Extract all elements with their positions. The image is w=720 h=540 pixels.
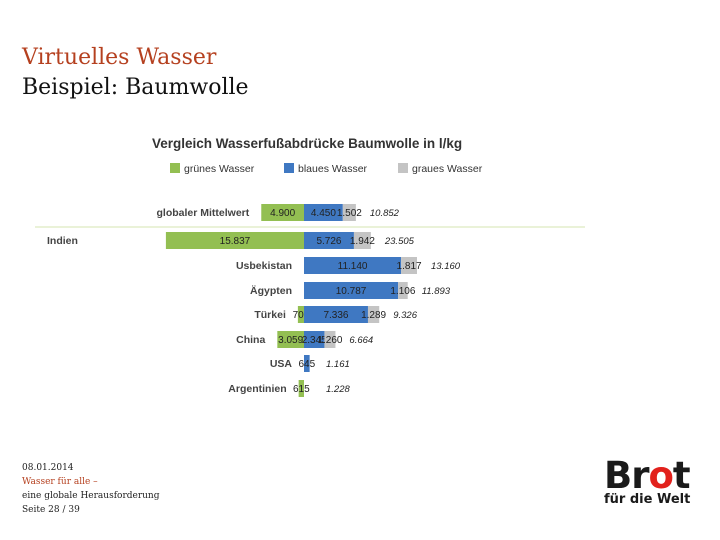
legend-swatch-3 bbox=[398, 163, 408, 173]
value-green-argentinien: 615 bbox=[293, 384, 310, 395]
bar-blue-indien bbox=[304, 232, 354, 249]
total-label-argentinien: 1.228 bbox=[326, 384, 350, 395]
value-blue-gypten: 10.787 bbox=[336, 286, 367, 297]
bar-blue-china bbox=[304, 331, 325, 348]
bar-gray-globaler-mittelwert bbox=[342, 204, 356, 221]
value-blue-indien: 5.726 bbox=[316, 236, 341, 247]
category-label-argentinien: Argentinien bbox=[228, 383, 286, 395]
total-label-china: 6.664 bbox=[349, 335, 373, 346]
value-gray-indien: 1.942 bbox=[350, 236, 375, 247]
total-label-globaler-mittelwert: 10.852 bbox=[370, 208, 400, 219]
footer-page-number: Seite 28 / 39 bbox=[22, 505, 80, 515]
total-label-usa: 1.161 bbox=[326, 359, 350, 370]
category-label-gypten: Ägypten bbox=[250, 284, 292, 297]
bar-green-indien bbox=[165, 232, 304, 249]
category-label-usa: USA bbox=[270, 358, 293, 370]
value-gray-globaler-mittelwert: 1.502 bbox=[337, 208, 362, 219]
value-gray-gypten: 1.106 bbox=[390, 286, 415, 297]
logo-wordmark: Brot bbox=[604, 457, 704, 495]
logo-word-o: o bbox=[648, 454, 673, 497]
legend-label-1: grünes Wasser bbox=[184, 163, 255, 175]
value-green-indien: 15.837 bbox=[220, 236, 251, 247]
bar-gray-china bbox=[324, 331, 336, 348]
brot-fuer-die-welt-logo: Brot für die Welt bbox=[604, 457, 704, 513]
legend-swatch-1 bbox=[170, 163, 180, 173]
value-green-t-rkei: 701 bbox=[293, 310, 310, 321]
bar-blue-globaler-mittelwert bbox=[304, 204, 343, 221]
total-label-gypten: 11.893 bbox=[422, 286, 451, 297]
total-label-usbekistan: 13.160 bbox=[431, 261, 461, 272]
slide-title-block: Virtuelles Wasser Beispiel: Baumwolle bbox=[22, 43, 249, 103]
value-green-globaler-mittelwert: 4.900 bbox=[270, 208, 295, 219]
logo-subline: für die Welt bbox=[604, 492, 691, 507]
slide-title: Virtuelles Wasser bbox=[22, 45, 217, 70]
footer-topic-line1: Wasser für alle – bbox=[22, 477, 98, 487]
value-gray-t-rkei: 1.289 bbox=[361, 310, 386, 321]
value-blue-globaler-mittelwert: 4.450 bbox=[311, 208, 336, 219]
legend-label-3: graues Wasser bbox=[412, 163, 483, 175]
total-label-t-rkei: 9.326 bbox=[393, 310, 417, 321]
bar-gray-t-rkei bbox=[367, 306, 380, 323]
category-label-indien: Indien bbox=[47, 235, 78, 247]
bar-green-china bbox=[277, 331, 304, 348]
legend-label-2: blaues Wasser bbox=[298, 163, 368, 175]
bar-blue-usbekistan bbox=[304, 257, 402, 274]
bar-gray-usbekistan bbox=[401, 257, 417, 274]
chart-title: Vergleich Wasserfußabdrücke Baumwolle in… bbox=[152, 136, 462, 151]
value-green-china: 3.059 bbox=[278, 335, 303, 346]
bar-green-argentinien bbox=[298, 380, 304, 397]
slide-footer: 08.01.2014 Wasser für alle – eine global… bbox=[22, 461, 160, 517]
value-blue-t-rkei: 7.336 bbox=[323, 310, 348, 321]
value-gray-china: 1.260 bbox=[317, 335, 342, 346]
bar-blue-t-rkei bbox=[304, 306, 368, 323]
legend-swatch-2 bbox=[284, 163, 294, 173]
logo-word-part1: Br bbox=[604, 454, 649, 497]
value-blue-usbekistan: 11.140 bbox=[338, 261, 368, 272]
footer-topic-line2: eine globale Herausforderung bbox=[22, 491, 160, 501]
total-label-indien: 23.505 bbox=[384, 236, 415, 247]
value-gray-usbekistan: 1.817 bbox=[397, 261, 422, 272]
bar-gray-indien bbox=[353, 232, 371, 249]
value-blue-china: 2.345 bbox=[302, 335, 327, 346]
bar-gray-gypten bbox=[398, 282, 408, 299]
slide-subtitle: Beispiel: Baumwolle bbox=[22, 75, 249, 100]
category-label-globaler-mittelwert: globaler Mittelwert bbox=[157, 207, 250, 219]
value-blue-usa: 645 bbox=[298, 359, 315, 370]
category-label-t-rkei: Türkei bbox=[254, 309, 286, 321]
category-label-usbekistan: Usbekistan bbox=[236, 260, 292, 272]
category-label-china: China bbox=[236, 334, 265, 346]
footer-date: 08.01.2014 bbox=[22, 463, 74, 473]
bar-blue-gypten bbox=[304, 282, 399, 299]
bar-blue-usa bbox=[304, 355, 310, 372]
bar-green-t-rkei bbox=[297, 306, 304, 323]
bar-green-globaler-mittelwert bbox=[261, 204, 304, 221]
logo-word-part2: t bbox=[672, 454, 691, 497]
